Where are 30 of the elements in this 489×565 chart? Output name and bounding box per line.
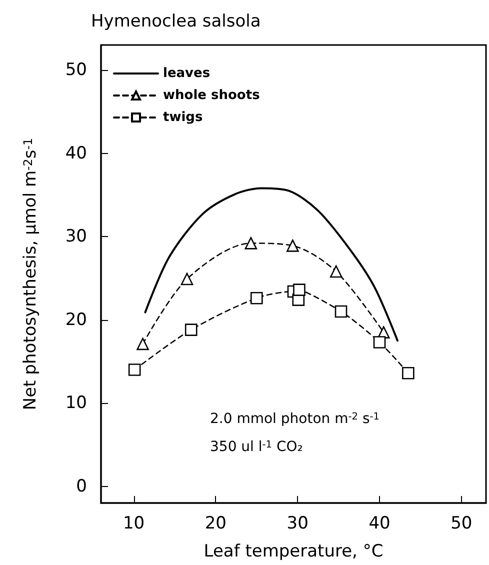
point	[334, 305, 348, 318]
point	[244, 237, 258, 250]
point	[136, 338, 149, 350]
x-tick-label: 50	[450, 514, 472, 534]
y-tick-label: 30	[65, 226, 87, 247]
point	[373, 336, 386, 348]
point	[180, 272, 194, 286]
x-tick-label: 30	[286, 514, 308, 534]
point	[286, 240, 299, 252]
point	[128, 364, 141, 376]
point	[293, 284, 306, 296]
y-tick-label: 10	[65, 393, 87, 414]
x-tick-label: 20	[204, 514, 226, 534]
y-tick-label: 20	[65, 310, 87, 330]
point	[250, 292, 263, 304]
y-tick-label: 50	[65, 60, 87, 80]
point	[330, 265, 342, 278]
y-tick-label: 0	[76, 476, 87, 496]
line-series	[144, 187, 399, 342]
x-axis-title: Leaf temperature, °C	[204, 542, 384, 562]
x-tick-label: 40	[368, 514, 390, 534]
legend-label: twigs	[163, 110, 203, 125]
legend-label: whole shoots	[163, 88, 260, 103]
x-tick-label: 10	[122, 514, 145, 534]
point	[184, 324, 198, 336]
y-axis-title: Net photosynthesis, μmol m-2s-1	[20, 138, 40, 410]
chart-title: Hymenoclea salsola	[91, 12, 261, 32]
y-tick-label: 40	[65, 143, 87, 164]
point	[402, 366, 414, 380]
legend-label: leaves	[163, 66, 210, 81]
